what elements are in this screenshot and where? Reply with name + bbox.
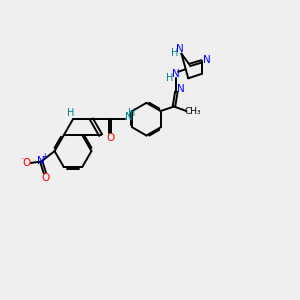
Text: CH₃: CH₃ <box>185 107 201 116</box>
Text: O: O <box>22 158 31 168</box>
Text: H: H <box>166 73 173 83</box>
Text: H: H <box>171 48 178 58</box>
Text: H: H <box>67 108 75 118</box>
Text: N: N <box>37 156 45 166</box>
Text: O: O <box>106 133 114 142</box>
Text: N: N <box>172 69 180 79</box>
Text: N: N <box>125 112 133 122</box>
Text: N: N <box>177 84 184 94</box>
Text: N: N <box>203 55 211 65</box>
Text: O: O <box>41 173 49 183</box>
Text: H: H <box>128 108 136 118</box>
Text: +: + <box>41 152 48 161</box>
Text: N: N <box>176 44 184 54</box>
Text: ⁻: ⁻ <box>20 155 25 164</box>
